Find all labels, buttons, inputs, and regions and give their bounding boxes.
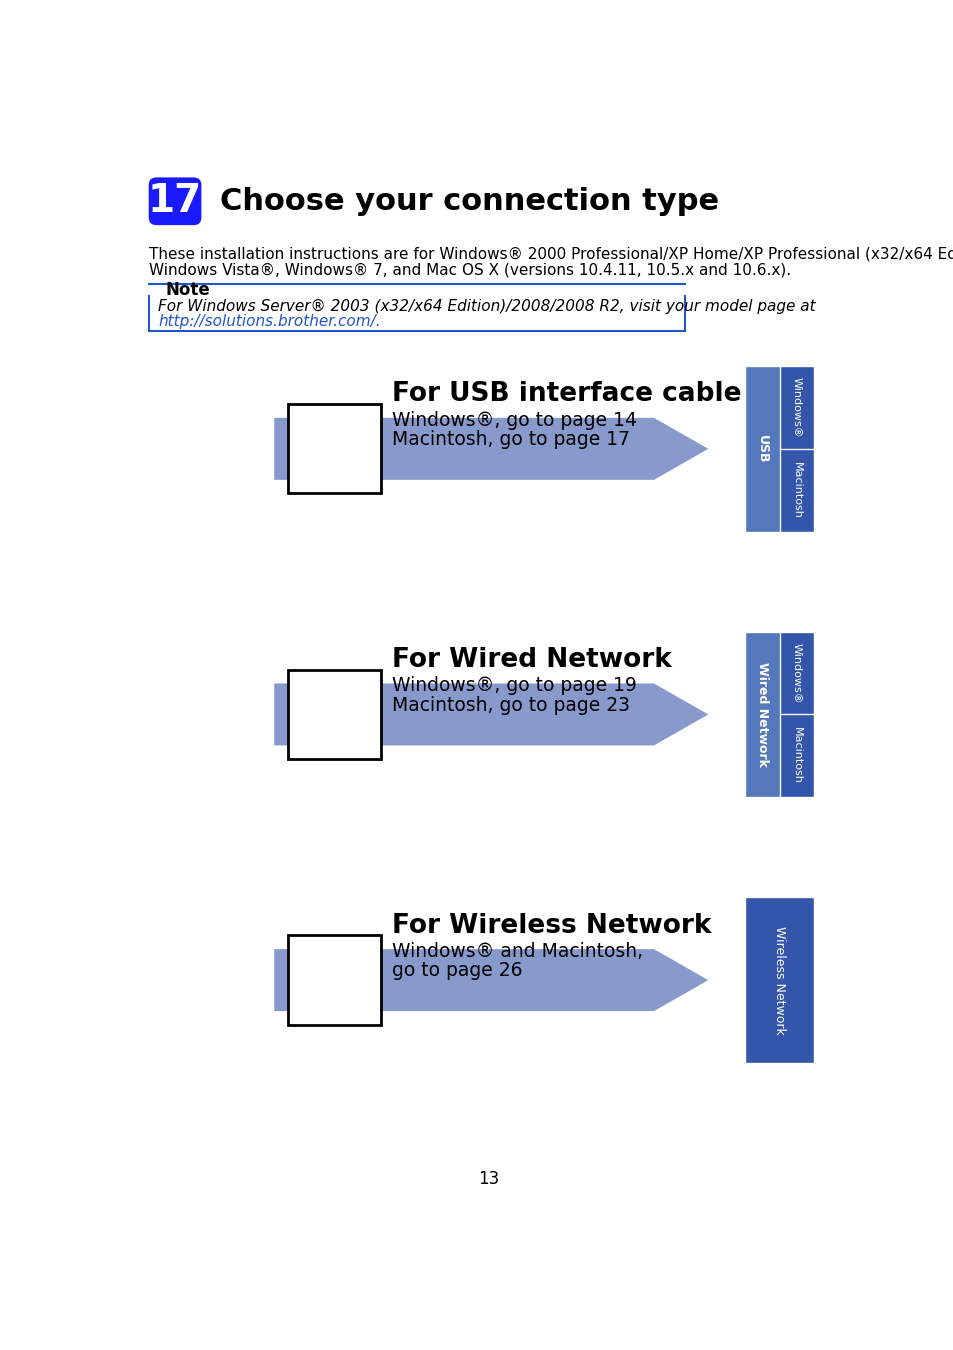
Text: Wireless Network: Wireless Network bbox=[772, 926, 785, 1034]
Text: Windows®: Windows® bbox=[791, 377, 801, 437]
Text: For Windows Server® 2003 (x32/x64 Edition)/2008/2008 R2, visit your model page a: For Windows Server® 2003 (x32/x64 Editio… bbox=[158, 300, 815, 315]
Text: Macintosh, go to page 23: Macintosh, go to page 23 bbox=[392, 695, 629, 714]
Bar bbox=[779, 366, 813, 448]
Text: Windows Vista®, Windows® 7, and Mac OS X (versions 10.4.11, 10.5.x and 10.6.x).: Windows Vista®, Windows® 7, and Mac OS X… bbox=[149, 262, 790, 277]
Bar bbox=[744, 898, 813, 1062]
Bar bbox=[779, 714, 813, 798]
Text: Macintosh: Macintosh bbox=[791, 462, 801, 518]
Text: For Wireless Network: For Wireless Network bbox=[392, 913, 711, 938]
Text: go to page 26: go to page 26 bbox=[392, 961, 522, 980]
Text: Windows®, go to page 19: Windows®, go to page 19 bbox=[392, 676, 637, 695]
Bar bbox=[744, 898, 813, 1062]
Text: Windows® and Macintosh,: Windows® and Macintosh, bbox=[392, 942, 642, 961]
FancyBboxPatch shape bbox=[149, 177, 201, 225]
Bar bbox=[744, 632, 779, 798]
Text: For USB interface cable: For USB interface cable bbox=[392, 382, 740, 408]
Bar bbox=[744, 366, 779, 532]
Text: Macintosh: Macintosh bbox=[791, 728, 801, 784]
Text: For Wired Network: For Wired Network bbox=[392, 647, 671, 674]
Text: 17: 17 bbox=[148, 182, 202, 220]
Text: These installation instructions are for Windows® 2000 Professional/XP Home/XP Pr: These installation instructions are for … bbox=[149, 247, 953, 262]
Bar bbox=[744, 632, 813, 798]
Polygon shape bbox=[274, 949, 707, 1011]
Text: Choose your connection type: Choose your connection type bbox=[220, 186, 719, 216]
Bar bbox=[744, 366, 813, 532]
Text: 13: 13 bbox=[477, 1169, 499, 1188]
Text: USB: USB bbox=[755, 435, 768, 463]
Text: Windows®, go to page 14: Windows®, go to page 14 bbox=[392, 410, 637, 429]
Text: Windows®: Windows® bbox=[791, 643, 801, 703]
Bar bbox=[288, 670, 381, 759]
Bar bbox=[288, 936, 381, 1025]
Polygon shape bbox=[274, 418, 707, 479]
Text: Macintosh, go to page 17: Macintosh, go to page 17 bbox=[392, 429, 629, 450]
Bar bbox=[779, 448, 813, 532]
Polygon shape bbox=[274, 683, 707, 745]
Text: Note: Note bbox=[166, 281, 211, 298]
Bar bbox=[779, 632, 813, 714]
Text: Wired Network: Wired Network bbox=[755, 662, 768, 767]
Bar bbox=[288, 404, 381, 494]
Text: http://solutions.brother.com/.: http://solutions.brother.com/. bbox=[158, 315, 380, 329]
